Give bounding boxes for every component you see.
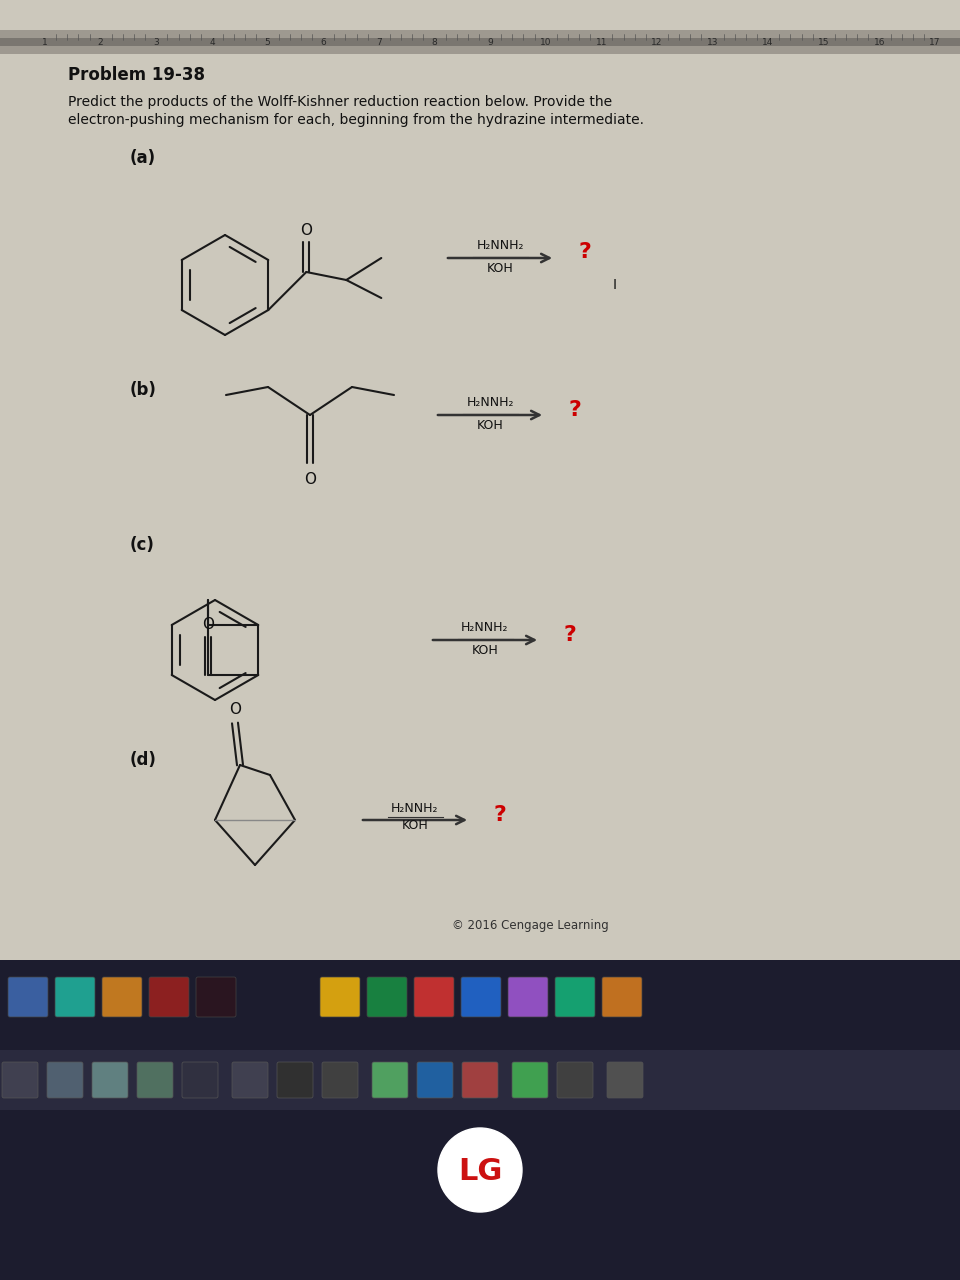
FancyBboxPatch shape [320,977,360,1018]
FancyBboxPatch shape [232,1062,268,1098]
Text: 5: 5 [265,37,271,46]
Text: ?: ? [568,401,582,420]
Text: Problem 19-38: Problem 19-38 [68,67,205,84]
Text: H₂NNH₂: H₂NNH₂ [467,396,514,408]
Text: O: O [229,701,241,717]
FancyBboxPatch shape [277,1062,313,1098]
FancyBboxPatch shape [607,1062,643,1098]
FancyBboxPatch shape [372,1062,408,1098]
FancyBboxPatch shape [2,1062,38,1098]
FancyBboxPatch shape [602,977,642,1018]
Text: 12: 12 [651,37,662,46]
Circle shape [438,1128,522,1212]
FancyBboxPatch shape [196,977,236,1018]
Text: O: O [300,223,312,238]
FancyBboxPatch shape [414,977,454,1018]
Text: 17: 17 [929,37,941,46]
Text: ?: ? [564,625,576,645]
Text: 1: 1 [42,37,48,46]
Text: electron-pushing mechanism for each, beginning from the hydrazine intermediate.: electron-pushing mechanism for each, beg… [68,113,644,127]
Text: 4: 4 [209,37,215,46]
FancyBboxPatch shape [512,1062,548,1098]
Text: 13: 13 [707,37,718,46]
FancyBboxPatch shape [137,1062,173,1098]
Text: 16: 16 [874,37,885,46]
Text: I: I [613,278,617,292]
Text: 7: 7 [376,37,382,46]
FancyBboxPatch shape [461,977,501,1018]
Text: 11: 11 [595,37,607,46]
FancyBboxPatch shape [8,977,48,1018]
FancyBboxPatch shape [367,977,407,1018]
FancyBboxPatch shape [462,1062,498,1098]
Text: 6: 6 [321,37,326,46]
Text: 14: 14 [762,37,774,46]
Text: 3: 3 [154,37,159,46]
FancyBboxPatch shape [322,1062,358,1098]
FancyBboxPatch shape [47,1062,83,1098]
Text: © 2016 Cengage Learning: © 2016 Cengage Learning [451,919,609,932]
FancyBboxPatch shape [508,977,548,1018]
Text: (c): (c) [130,536,155,554]
Text: (b): (b) [130,381,156,399]
Text: H₂NNH₂: H₂NNH₂ [476,238,524,251]
Text: (a): (a) [130,148,156,166]
Text: 9: 9 [487,37,492,46]
FancyBboxPatch shape [182,1062,218,1098]
FancyBboxPatch shape [417,1062,453,1098]
Text: KOH: KOH [476,419,503,431]
Text: H₂NNH₂: H₂NNH₂ [392,801,439,814]
FancyBboxPatch shape [102,977,142,1018]
Text: H₂NNH₂: H₂NNH₂ [461,621,509,634]
FancyBboxPatch shape [0,960,960,1280]
Text: (d): (d) [130,751,156,769]
Text: O: O [203,617,214,631]
Text: 8: 8 [431,37,437,46]
FancyBboxPatch shape [149,977,189,1018]
Text: Predict the products of the Wolff-Kishner reduction reaction below. Provide the: Predict the products of the Wolff-Kishne… [68,95,612,109]
Text: KOH: KOH [401,818,428,832]
Text: 2: 2 [98,37,104,46]
FancyBboxPatch shape [557,1062,593,1098]
FancyBboxPatch shape [92,1062,128,1098]
FancyBboxPatch shape [0,38,960,46]
Text: O: O [304,471,316,486]
Text: 10: 10 [540,37,551,46]
FancyBboxPatch shape [55,977,95,1018]
Text: ?: ? [579,242,591,262]
Text: KOH: KOH [487,261,514,274]
Text: KOH: KOH [471,644,498,657]
Text: 15: 15 [818,37,829,46]
FancyBboxPatch shape [0,1050,960,1110]
FancyBboxPatch shape [555,977,595,1018]
FancyBboxPatch shape [0,29,960,54]
Text: LG: LG [458,1157,502,1187]
Text: ?: ? [493,805,507,826]
